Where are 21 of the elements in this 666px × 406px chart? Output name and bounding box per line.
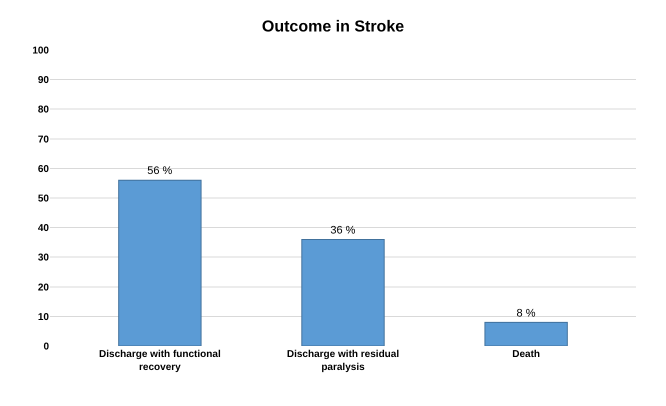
x-tick-label: Discharge with residual paralysis: [286, 349, 400, 373]
y-tick-label: 70: [38, 134, 50, 146]
data-label: 56 %: [147, 165, 173, 178]
x-tick-label: Death: [512, 349, 540, 360]
y-tick-label: 0: [43, 342, 50, 352]
bar: [118, 180, 202, 346]
data-label: 36 %: [330, 224, 356, 236]
chart-title: Outcome in Stroke: [262, 18, 404, 36]
y-tick-label: 100: [32, 46, 50, 56]
y-tick-label: 20: [38, 282, 50, 294]
y-tick-label: 90: [38, 75, 50, 86]
bar: [301, 238, 385, 346]
x-tick-label: Discharge with functional recovery: [99, 349, 221, 373]
y-tick-label: 80: [38, 104, 50, 116]
y-tick-label: 40: [38, 223, 50, 234]
y-tick-label: 10: [38, 312, 50, 323]
data-label: 8 %: [516, 307, 536, 320]
y-tick-label: 30: [38, 252, 50, 264]
y-tick-label: 60: [38, 164, 50, 175]
y-tick-label: 50: [38, 194, 50, 204]
bar: [484, 322, 568, 346]
